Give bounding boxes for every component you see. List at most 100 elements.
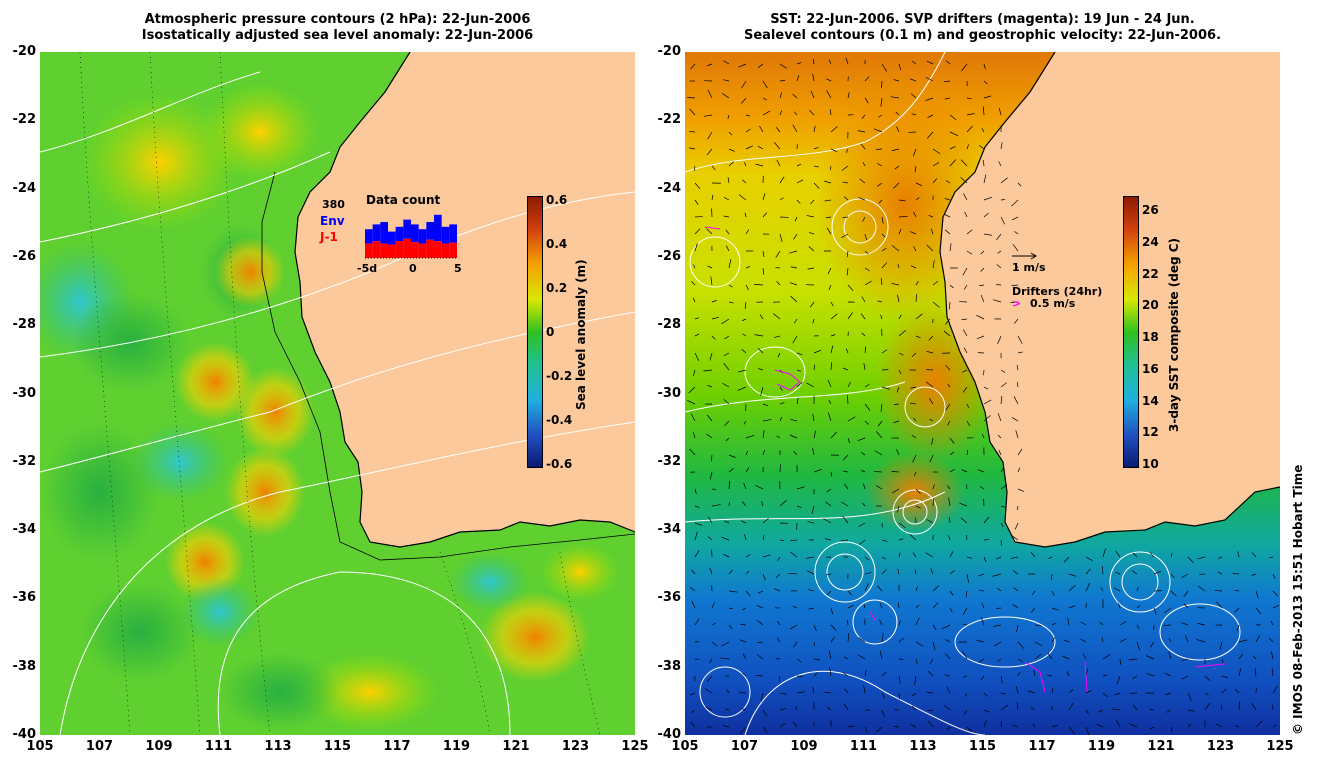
velocity-arrow: [943, 705, 951, 711]
left-ytick: -20: [12, 44, 37, 59]
velocity-arrow: [813, 469, 822, 473]
velocity-arrow: [1062, 655, 1070, 660]
velocity-arrow: [929, 658, 934, 664]
velocity-arrow: [793, 233, 798, 240]
velocity-arrow: [913, 471, 917, 477]
velocity-arrow: [873, 128, 883, 133]
inset-title: Data count: [366, 193, 441, 207]
velocity-arrow: [841, 233, 849, 238]
velocity-arrow: [898, 619, 901, 626]
velocity-arrow: [944, 229, 951, 235]
velocity-arrow: [910, 265, 917, 269]
velocity-arrow: [983, 539, 989, 541]
velocity-arrow: [945, 180, 951, 184]
right-colorbar-tick: 24: [1142, 234, 1159, 249]
velocity-arrow: [915, 335, 921, 339]
velocity-arrow: [963, 347, 968, 354]
inset-ji-label: J-1: [320, 230, 338, 244]
velocity-arrow: [1030, 707, 1036, 711]
velocity-arrow: [842, 181, 849, 184]
velocity-arrow: [727, 177, 730, 184]
velocity-arrow: [864, 556, 870, 561]
velocity-arrow: [711, 602, 715, 609]
left-colorbar-tick: -0.2: [546, 369, 573, 383]
velocity-arrow: [779, 464, 781, 473]
velocity-arrow: [762, 110, 771, 116]
velocity-arrow: [1119, 638, 1127, 643]
velocity-arrow: [762, 267, 765, 275]
velocity-arrow: [720, 657, 730, 660]
velocity-arrow: [949, 437, 955, 444]
right-ytick: -40: [657, 727, 682, 742]
left-ytick: -34: [12, 522, 37, 538]
velocity-arrow: [932, 148, 941, 155]
velocity-arrow: [881, 386, 891, 390]
velocity-arrow: [992, 573, 1002, 577]
velocity-arrow: [1149, 708, 1155, 711]
velocity-arrow: [1051, 573, 1053, 580]
velocity-arrow: [757, 641, 764, 644]
right-title: SST: 22-Jun-2006. SVP drifters (magenta)…: [685, 12, 1280, 44]
velocity-arrow: [1017, 658, 1023, 662]
velocity-arrow: [796, 163, 802, 167]
left-map[interactable]: [40, 52, 635, 735]
velocity-arrow: [742, 179, 747, 184]
velocity-arrow: [841, 501, 849, 507]
velocity-arrow: [1234, 688, 1240, 694]
velocity-arrow: [757, 590, 764, 594]
velocity-arrow: [725, 245, 730, 252]
velocity-arrow: [1272, 604, 1280, 609]
velocity-arrow: [745, 114, 751, 117]
velocity-arrow: [793, 450, 798, 456]
velocity-arrow: [858, 197, 866, 201]
velocity-arrow: [1170, 573, 1175, 578]
velocity-arrow: [795, 705, 798, 711]
velocity-arrow: [893, 420, 900, 423]
velocity-arrow: [881, 709, 885, 718]
left-ytick: -22: [12, 112, 37, 128]
velocity-arrow: [858, 522, 866, 527]
right-title-line2: Sealevel contours (0.1 m) and geostrophi…: [743, 28, 1222, 43]
velocity-arrow: [754, 284, 764, 286]
velocity-arrow: [915, 617, 920, 626]
velocity-arrow: [1131, 570, 1138, 575]
velocity-arrow: [810, 199, 815, 205]
right-colorbar-tick: 16: [1142, 361, 1159, 376]
velocity-arrow: [947, 420, 951, 426]
velocity-arrow: [847, 437, 851, 444]
velocity-arrow: [1128, 658, 1138, 661]
velocity-arrow: [863, 483, 866, 490]
right-xtick: 121: [1147, 739, 1175, 754]
left-xtick: 111: [204, 739, 233, 754]
velocity-arrow: [997, 588, 1002, 592]
velocity-arrow: [926, 244, 934, 252]
velocity-arrow: [876, 182, 883, 187]
velocity-arrow: [796, 179, 804, 184]
velocity-arrow: [826, 78, 832, 82]
velocity-arrow: [824, 538, 832, 541]
velocity-arrow: [1017, 505, 1019, 511]
velocity-arrow: [947, 485, 951, 490]
velocity-arrow: [1271, 668, 1274, 677]
velocity-arrow: [1197, 585, 1206, 592]
velocity-arrow: [776, 637, 781, 643]
velocity-arrow: [708, 516, 713, 524]
velocity-arrow: [898, 228, 902, 235]
velocity-arrow: [1014, 231, 1019, 235]
velocity-arrow: [1000, 467, 1005, 473]
velocity-arrow: [774, 335, 781, 338]
velocity-arrow: [897, 505, 900, 513]
velocity-arrow: [961, 318, 968, 321]
velocity-arrow: [1187, 709, 1196, 712]
velocity-arrow: [982, 159, 985, 167]
velocity-arrow: [1033, 669, 1036, 677]
velocity-arrow: [964, 692, 968, 697]
right-map[interactable]: [685, 52, 1280, 735]
velocity-arrow: [1000, 692, 1006, 695]
velocity-arrow: [1132, 552, 1138, 558]
velocity-arrow: [830, 301, 834, 307]
left-ytick: -30: [12, 385, 37, 401]
velocity-arrow: [778, 675, 781, 682]
velocity-arrow: [881, 63, 888, 72]
velocity-arrow: [789, 434, 798, 439]
